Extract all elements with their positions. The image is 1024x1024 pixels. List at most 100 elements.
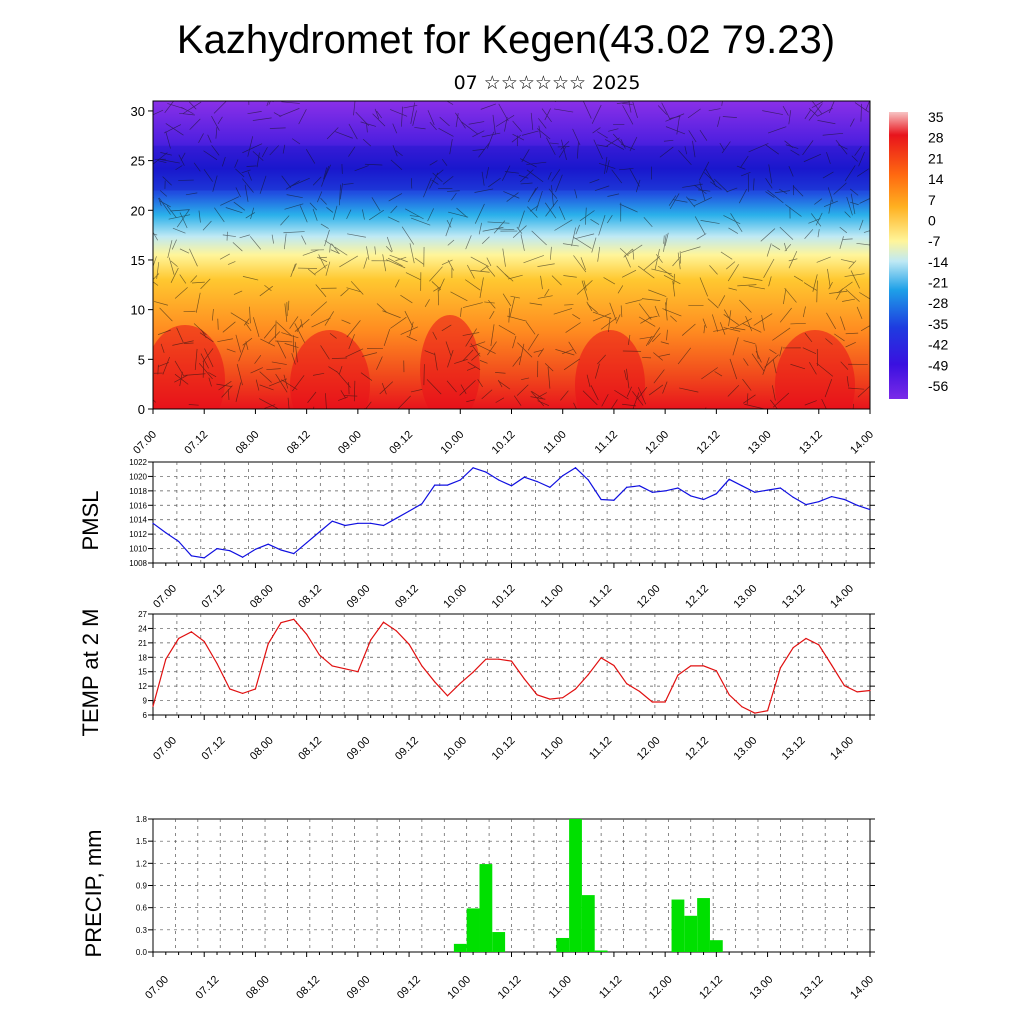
wind-barb bbox=[465, 328, 477, 347]
wind-barb bbox=[772, 359, 777, 374]
wind-barb bbox=[460, 307, 462, 317]
wind-barb bbox=[326, 127, 339, 140]
wind-barb bbox=[719, 142, 725, 151]
wind-barb bbox=[495, 372, 506, 374]
wind-barb bbox=[211, 308, 214, 321]
wind-barb bbox=[316, 256, 328, 263]
temp-point bbox=[869, 689, 871, 692]
wind-barb bbox=[520, 169, 534, 183]
wind-barb bbox=[545, 199, 559, 217]
wind-barb bbox=[159, 200, 171, 208]
pmsl-x-tick-label: 09.12 bbox=[393, 583, 421, 611]
wind-barb bbox=[368, 209, 385, 221]
wind-barb bbox=[323, 167, 328, 180]
pmsl-point bbox=[280, 549, 282, 551]
y-tick-label: 30 bbox=[131, 104, 145, 119]
wind-barb bbox=[159, 190, 168, 197]
wind-barb bbox=[158, 160, 167, 164]
wind-barb bbox=[232, 242, 243, 252]
pmsl-point bbox=[472, 467, 474, 469]
wind-barb bbox=[189, 101, 197, 110]
wind-barb bbox=[572, 314, 581, 320]
wind-barb bbox=[512, 356, 521, 367]
wind-barb bbox=[299, 205, 308, 223]
wind-barb bbox=[803, 282, 817, 291]
pmsl-point bbox=[357, 522, 359, 524]
wind-barb bbox=[280, 215, 290, 226]
wind-barb bbox=[684, 146, 688, 155]
wind-barb bbox=[739, 299, 752, 313]
pmsl-x-tick-label: 09.00 bbox=[345, 583, 373, 611]
wind-barb bbox=[592, 312, 611, 322]
wind-barb bbox=[590, 385, 599, 401]
wind-barb bbox=[537, 295, 553, 299]
wind-barb bbox=[312, 372, 325, 376]
wind-barb bbox=[779, 346, 783, 357]
temp-point bbox=[318, 654, 321, 656]
wind-barb bbox=[385, 246, 393, 253]
pmsl-y-tick-label: 1008 bbox=[129, 559, 147, 568]
wind-barb bbox=[390, 159, 403, 171]
wind-barb bbox=[320, 223, 329, 229]
wind-barb bbox=[632, 392, 640, 409]
wind-barb bbox=[225, 207, 243, 214]
wind-barb bbox=[833, 182, 847, 195]
wind-barb bbox=[857, 385, 870, 398]
wind-barb bbox=[788, 166, 794, 177]
wind-barb bbox=[842, 238, 853, 240]
wind-barb bbox=[268, 101, 271, 105]
wind-barb bbox=[770, 399, 778, 409]
wind-barb bbox=[445, 341, 452, 356]
wind-barb bbox=[329, 244, 331, 253]
wind-barb bbox=[478, 142, 490, 158]
wind-barb bbox=[714, 371, 723, 377]
wind-barb bbox=[603, 277, 616, 285]
wind-barb bbox=[804, 400, 817, 406]
temp-point bbox=[766, 710, 769, 712]
wind-barb bbox=[619, 248, 629, 257]
wind-barb bbox=[537, 348, 544, 358]
pmsl-point bbox=[510, 485, 513, 487]
wind-barb bbox=[292, 263, 297, 272]
wind-barb bbox=[339, 255, 359, 268]
wind-barb bbox=[626, 386, 632, 397]
wind-barb bbox=[219, 253, 230, 260]
wind-barb bbox=[243, 318, 250, 326]
pmsl-point bbox=[638, 485, 641, 487]
temp-point bbox=[190, 631, 193, 633]
wind-barb bbox=[168, 257, 175, 275]
wind-barb bbox=[198, 210, 201, 223]
precip-bar bbox=[594, 950, 608, 952]
wind-barb bbox=[844, 273, 865, 277]
wind-barb bbox=[379, 381, 394, 395]
wind-barb bbox=[657, 265, 674, 278]
wind-barb bbox=[774, 190, 791, 194]
wind-barb bbox=[353, 101, 356, 116]
pmsl-point bbox=[370, 522, 372, 524]
wind-barb bbox=[193, 162, 201, 172]
wind-barb bbox=[275, 320, 277, 339]
wind-barb bbox=[211, 145, 220, 156]
wind-barb bbox=[345, 348, 364, 358]
wind-barb bbox=[348, 334, 355, 350]
wind-barb bbox=[620, 139, 626, 149]
precip-x-tick-label: 07.00 bbox=[143, 974, 171, 1002]
wind-barb bbox=[284, 203, 304, 210]
wind-barb bbox=[835, 288, 843, 300]
wind-barb bbox=[183, 342, 194, 344]
wind-barb bbox=[362, 138, 372, 147]
warm-core-1 bbox=[290, 330, 370, 409]
wind-barb bbox=[400, 326, 419, 335]
wind-barb bbox=[194, 348, 198, 370]
wind-barb bbox=[784, 244, 792, 252]
wind-barb bbox=[275, 340, 293, 343]
wind-barb bbox=[755, 350, 762, 363]
pmsl-point bbox=[229, 550, 231, 552]
wind-barb bbox=[281, 101, 300, 104]
wind-barb bbox=[153, 281, 159, 286]
temp-y-tick-label: 12 bbox=[138, 682, 147, 691]
wind-barb bbox=[537, 392, 547, 398]
wind-barb bbox=[785, 204, 802, 217]
wind-barb bbox=[641, 298, 661, 301]
